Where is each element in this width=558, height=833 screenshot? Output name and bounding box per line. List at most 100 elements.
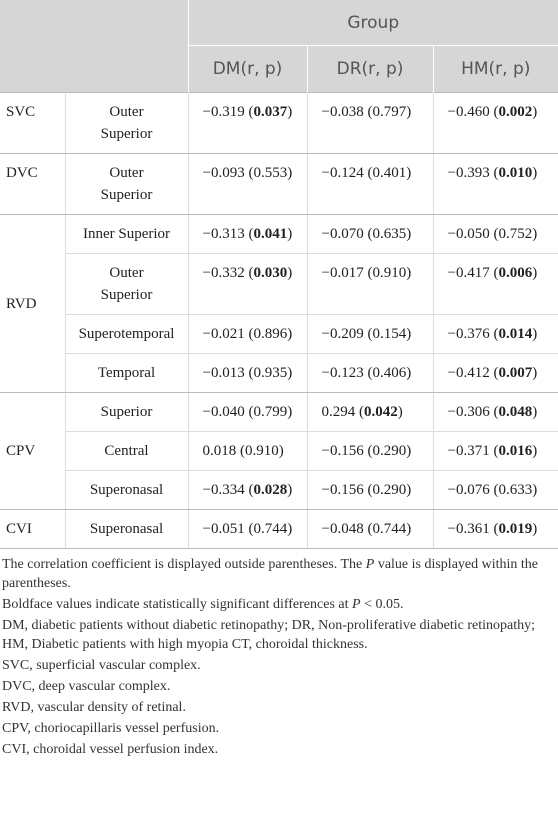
footnote: Boldface values indicate statistically s… [2, 595, 556, 614]
bold-text: 0.006 [498, 265, 533, 281]
value-cell: −0.460 (0.002) [432, 92, 558, 154]
row-label-cell: Inner Superior [64, 214, 188, 254]
text: 0.018 (0.910) [202, 443, 284, 459]
group-label: SVC [6, 104, 36, 120]
value-cell: −0.123 (0.406) [306, 353, 433, 393]
text: −0.393 ( [447, 165, 499, 181]
value-cell: −0.332 (0.030) [187, 253, 307, 315]
table-row: Outer Superior −0.332 (0.030) −0.017 (0.91… [0, 253, 558, 315]
text: −0.460 ( [447, 104, 499, 120]
text: −0.038 (0.797) [321, 104, 412, 120]
text: DM, diabetic patients without diabetic r… [2, 618, 536, 652]
group-cell: CPV [0, 392, 65, 510]
table-row: RVD Inner Superior −0.313 (0.041) −0.070 (0… [0, 214, 558, 393]
text: CVI, choroidal vessel perfusion index. [2, 742, 219, 757]
text: −0.013 (0.935) [202, 365, 293, 381]
value-cell: −0.017 (0.910) [306, 253, 433, 315]
row-label: Inner Superior [82, 226, 171, 242]
value-cell: −0.417 (0.006) [432, 253, 558, 315]
row-label-cell: Temporal [64, 353, 188, 393]
italic-text: P [352, 597, 361, 612]
text: −0.412 ( [447, 365, 499, 381]
table-row: Central 0.018 (0.910) −0.156 (0.290) −0.371… [0, 431, 558, 471]
value-cell: −0.070 (0.635) [306, 214, 433, 254]
footnote: DM, diabetic patients without diabetic r… [2, 616, 556, 654]
group-label: CPV [6, 443, 36, 459]
text: CPV, choriocapillaris vessel perfusion. [2, 721, 220, 736]
value-cell: −0.038 (0.797) [306, 92, 433, 154]
row-label: Superonasal [89, 482, 164, 498]
value-cell: −0.361 (0.019) [432, 509, 558, 549]
text: −0.124 (0.401) [321, 165, 412, 181]
text: ) [532, 404, 538, 420]
page: Group DM(r, p) DR(r, p) HM(r, p) SVC Outer … [0, 0, 558, 759]
bold-text: 0.010 [498, 165, 533, 181]
text: −0.070 (0.635) [321, 226, 412, 242]
text: ) [532, 326, 538, 342]
text: RVD, vascular density of retinal. [2, 700, 186, 715]
value-cell: −0.209 (0.154) [306, 314, 433, 354]
row-label-cell: Superonasal [64, 470, 188, 510]
data-table: Group DM(r, p) DR(r, p) HM(r, p) SVC Outer … [0, 0, 558, 549]
group-label: DVC [6, 165, 38, 181]
footnote: CVI, choroidal vessel perfusion index. [2, 740, 556, 759]
footnote: CPV, choriocapillaris vessel perfusion. [2, 719, 556, 738]
row-label: Central [104, 443, 149, 459]
bold-text: 0.028 [253, 482, 288, 498]
value-cell: −0.156 (0.290) [306, 431, 433, 471]
text: ) [532, 265, 538, 281]
row-label-cell: Superonasal [64, 509, 188, 549]
text: −0.048 (0.744) [321, 521, 412, 537]
footnote: The correlation coefficient is displayed… [2, 555, 556, 593]
row-label-cell: Superotemporal [64, 314, 188, 354]
text: ) [287, 265, 293, 281]
value-cell: −0.048 (0.744) [306, 509, 433, 549]
footnote: DVC, deep vascular complex. [2, 677, 556, 696]
text: −0.334 ( [202, 482, 254, 498]
row-label-cell: Outer Superior [64, 153, 188, 215]
header-row: DM(r, p) DR(r, p) HM(r, p) [0, 45, 558, 93]
table-row: Superonasal −0.334 (0.028) −0.156 (0.290) −… [0, 470, 558, 510]
text: Boldface values indicate statistically s… [2, 597, 352, 612]
bold-text: 0.037 [253, 104, 288, 120]
text: −0.093 (0.553) [202, 165, 293, 181]
row-label-cell: Outer Superior [64, 253, 188, 315]
value-cell: −0.334 (0.028) [187, 470, 307, 510]
text: The correlation coefficient is displayed… [2, 557, 366, 572]
italic-text: P [365, 557, 375, 572]
value-cell: −0.093 (0.553) [187, 153, 307, 215]
value-cell: −0.051 (0.744) [187, 509, 307, 549]
table-row: SVC Outer Superior −0.319 (0.037) −0.038 (0… [0, 92, 558, 154]
table-body: SVC Outer Superior −0.319 (0.037) −0.038 (0… [0, 92, 558, 549]
column-header: HM(r, p) [432, 45, 558, 93]
text: −0.017 (0.910) [321, 265, 412, 281]
text: < 0.05. [360, 597, 404, 612]
bold-text: 0.041 [253, 226, 288, 242]
value-cell: −0.076 (0.633) [432, 470, 558, 510]
text: ) [532, 521, 538, 537]
text: −0.417 ( [447, 265, 499, 281]
bold-text: 0.030 [253, 265, 288, 281]
bold-text: 0.016 [498, 443, 533, 459]
table-row: DVC Outer Superior −0.093 (0.553) −0.124 (0… [0, 153, 558, 215]
column-header: DM(r, p) [187, 45, 307, 93]
text: ) [287, 104, 293, 120]
text: −0.156 (0.290) [321, 443, 412, 459]
footnotes: The correlation coefficient is displayed… [0, 549, 558, 759]
table-row: Superotemporal −0.021 (0.896) −0.209 (0.15… [0, 314, 558, 354]
text: −0.376 ( [447, 326, 499, 342]
table-row: CVI Superonasal −0.051 (0.744) −0.048 (0.74… [0, 509, 558, 549]
value-cell: −0.050 (0.752) [432, 214, 558, 254]
text: −0.051 (0.744) [202, 521, 293, 537]
bold-text: 0.014 [498, 326, 533, 342]
row-label: Superonasal [89, 521, 164, 537]
text: −0.209 (0.154) [321, 326, 412, 342]
text: value is displayed within the parenthese… [2, 557, 539, 591]
value-cell: −0.319 (0.037) [187, 92, 307, 154]
group-label: RVD [6, 295, 37, 312]
text: −0.123 (0.406) [321, 365, 412, 381]
text: −0.332 ( [202, 265, 254, 281]
text: −0.306 ( [447, 404, 499, 420]
table-row: Temporal −0.013 (0.935) −0.123 (0.406) −0.4… [0, 353, 558, 393]
bold-text: 0.048 [498, 404, 533, 420]
